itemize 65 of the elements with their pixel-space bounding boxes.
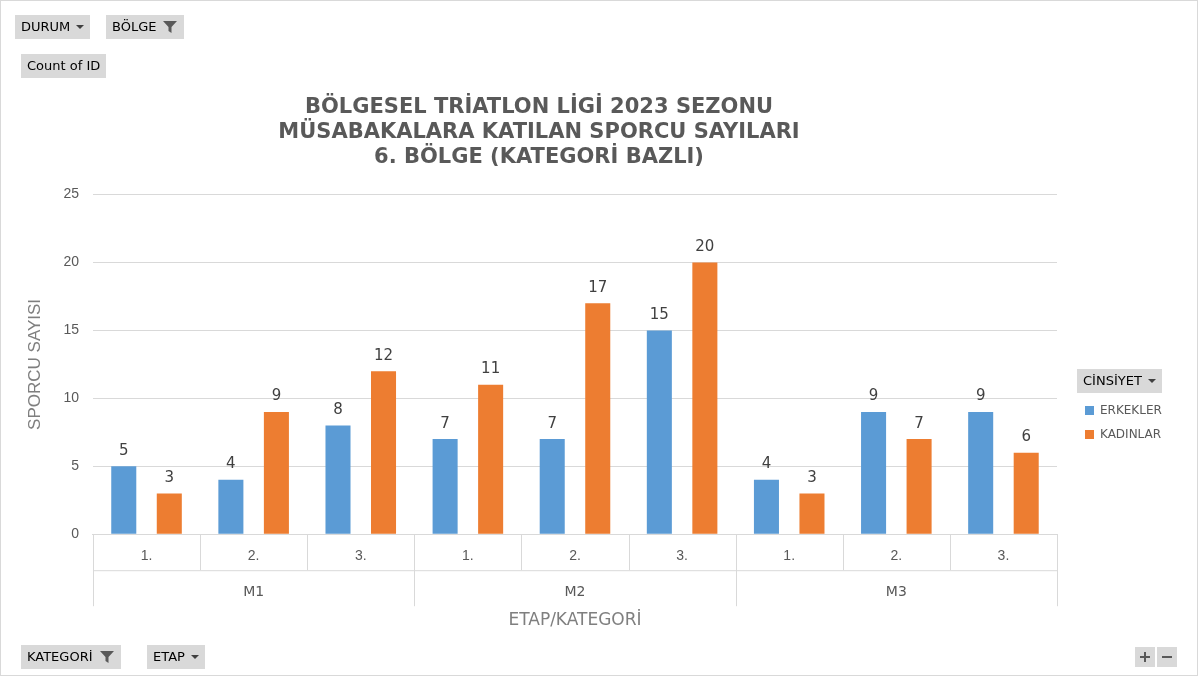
bar bbox=[156, 493, 182, 534]
bar bbox=[478, 384, 504, 534]
legend-label: KADINLAR bbox=[1100, 427, 1162, 441]
bar bbox=[646, 330, 672, 534]
bar bbox=[371, 371, 397, 534]
data-label: 9 bbox=[975, 386, 986, 405]
bar bbox=[218, 479, 244, 534]
data-label: 7 bbox=[440, 413, 450, 432]
text: Count of ID bbox=[27, 57, 101, 75]
x-tick-label: 2. bbox=[569, 547, 581, 564]
data-label: 3 bbox=[807, 467, 817, 486]
data-label: 12 bbox=[373, 345, 394, 364]
text: BÖLGE bbox=[112, 18, 157, 36]
legend-title: CİNSİYET bbox=[1083, 372, 1142, 390]
bar bbox=[539, 439, 565, 534]
chart-title: BÖLGESEL TRİATLON LİGİ 2023 SEZONU MÜSABAKALARA KATILAN SPORCU SAYILARI 6. BÖLGE (KATEGORİ BAZLI) bbox=[278, 93, 800, 169]
y-tick-label: 25 bbox=[63, 185, 80, 202]
x-tick-label: 1. bbox=[462, 547, 474, 564]
bar bbox=[263, 411, 289, 534]
legend-label: ERKEKLER bbox=[1100, 403, 1162, 417]
x-tick-label: 3. bbox=[354, 547, 367, 564]
data-label: 6 bbox=[1021, 427, 1031, 446]
text: M3 bbox=[885, 582, 907, 599]
bar bbox=[325, 425, 351, 534]
data-label: 7 bbox=[547, 413, 557, 432]
x-tick-label: 3. bbox=[997, 547, 1010, 564]
y-tick-label: 10 bbox=[63, 389, 80, 406]
bar bbox=[692, 262, 718, 534]
data-label: 15 bbox=[649, 304, 669, 323]
data-label: 3 bbox=[164, 467, 175, 486]
bar bbox=[906, 439, 932, 534]
y-tick-label: 0 bbox=[71, 525, 80, 542]
x-tick-label: 1. bbox=[140, 547, 153, 564]
bar bbox=[1013, 452, 1039, 534]
bar bbox=[861, 411, 887, 534]
data-label: 9 bbox=[271, 386, 282, 405]
data-label: 8 bbox=[333, 399, 343, 418]
y-tick-label: 20 bbox=[63, 253, 80, 270]
y-tick-label: 5 bbox=[71, 457, 80, 474]
x-tick-label: 2. bbox=[247, 547, 260, 564]
x-tick-label: 3. bbox=[676, 547, 688, 564]
data-label: 4 bbox=[226, 454, 236, 473]
x-tick-label: 2. bbox=[890, 547, 903, 564]
bar bbox=[432, 439, 458, 534]
text: ETAP bbox=[153, 648, 185, 666]
data-label: 7 bbox=[914, 413, 924, 432]
bar bbox=[799, 493, 825, 534]
data-label: 5 bbox=[118, 440, 129, 459]
y-axis-title: SPORCU SAYISI bbox=[24, 298, 44, 430]
data-label: 9 bbox=[868, 386, 879, 405]
text: DURUM bbox=[21, 18, 71, 36]
text: KATEGORİ bbox=[27, 648, 93, 666]
bar bbox=[585, 303, 611, 534]
bar bbox=[968, 411, 994, 534]
x-axis-title: ETAP/KATEGORİ bbox=[508, 608, 642, 629]
bar bbox=[753, 479, 779, 534]
data-label: 4 bbox=[761, 454, 772, 473]
text: M1 bbox=[243, 582, 265, 599]
y-tick-label: 15 bbox=[63, 321, 80, 338]
bar bbox=[111, 466, 137, 534]
data-label: 20 bbox=[695, 236, 715, 255]
data-label: 11 bbox=[481, 359, 501, 378]
data-label: 17 bbox=[588, 277, 608, 296]
x-tick-label: 1. bbox=[783, 547, 796, 564]
text: M2 bbox=[564, 582, 586, 599]
